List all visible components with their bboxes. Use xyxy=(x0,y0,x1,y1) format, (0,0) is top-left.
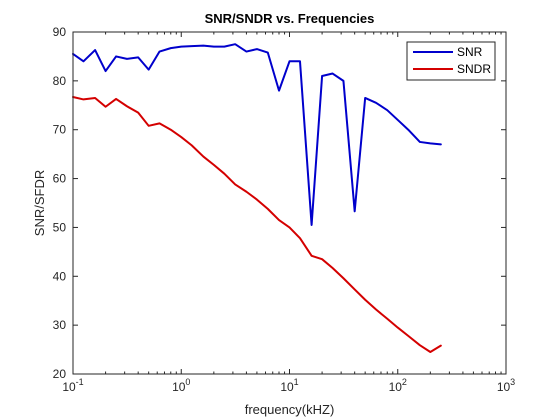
legend-box xyxy=(406,41,496,81)
plot-area xyxy=(73,32,506,374)
series-line-snr xyxy=(72,43,442,226)
x-tick-base: 10 xyxy=(280,380,294,394)
chart-title: SNR/SNDR vs. Frequencies xyxy=(205,11,375,26)
y-tick-label: 40 xyxy=(53,269,67,283)
x-tick-exponent: 1 xyxy=(294,377,299,387)
series-line-sndr xyxy=(72,95,442,354)
series-layer xyxy=(72,43,442,354)
y-tick-label: 90 xyxy=(53,25,67,39)
y-tick-label: 60 xyxy=(53,172,67,186)
x-tick-label: 10-1 xyxy=(62,377,83,394)
x-tick-exponent: 3 xyxy=(510,377,515,387)
legend-label-snr: SNR xyxy=(457,45,483,59)
x-axis-label: frequency(kHZ) xyxy=(245,402,335,417)
x-tick-base: 10 xyxy=(62,380,76,394)
x-tick-base: 10 xyxy=(497,380,511,394)
x-tick-exponent: 0 xyxy=(185,377,190,387)
y-tick-label: 20 xyxy=(53,367,67,381)
x-tick-base: 10 xyxy=(172,380,186,394)
y-axis-label: SNR/SFDR xyxy=(32,170,47,236)
y-tick-label: 50 xyxy=(53,220,67,234)
y-tick-label: 70 xyxy=(53,123,67,137)
x-tick-label: 101 xyxy=(280,377,298,394)
legend: SNR SNDR xyxy=(406,41,496,81)
x-tick-exponent: -1 xyxy=(76,377,84,387)
legend-label-sndr: SNDR xyxy=(457,62,491,76)
y-tick-label: 80 xyxy=(53,74,67,88)
x-tick-label: 102 xyxy=(389,377,407,394)
x-tick-exponent: 2 xyxy=(402,377,407,387)
x-tick-label: 103 xyxy=(497,377,515,394)
y-tick-label: 30 xyxy=(53,318,67,332)
x-tick-label: 100 xyxy=(172,377,190,394)
x-tick-base: 10 xyxy=(389,380,403,394)
